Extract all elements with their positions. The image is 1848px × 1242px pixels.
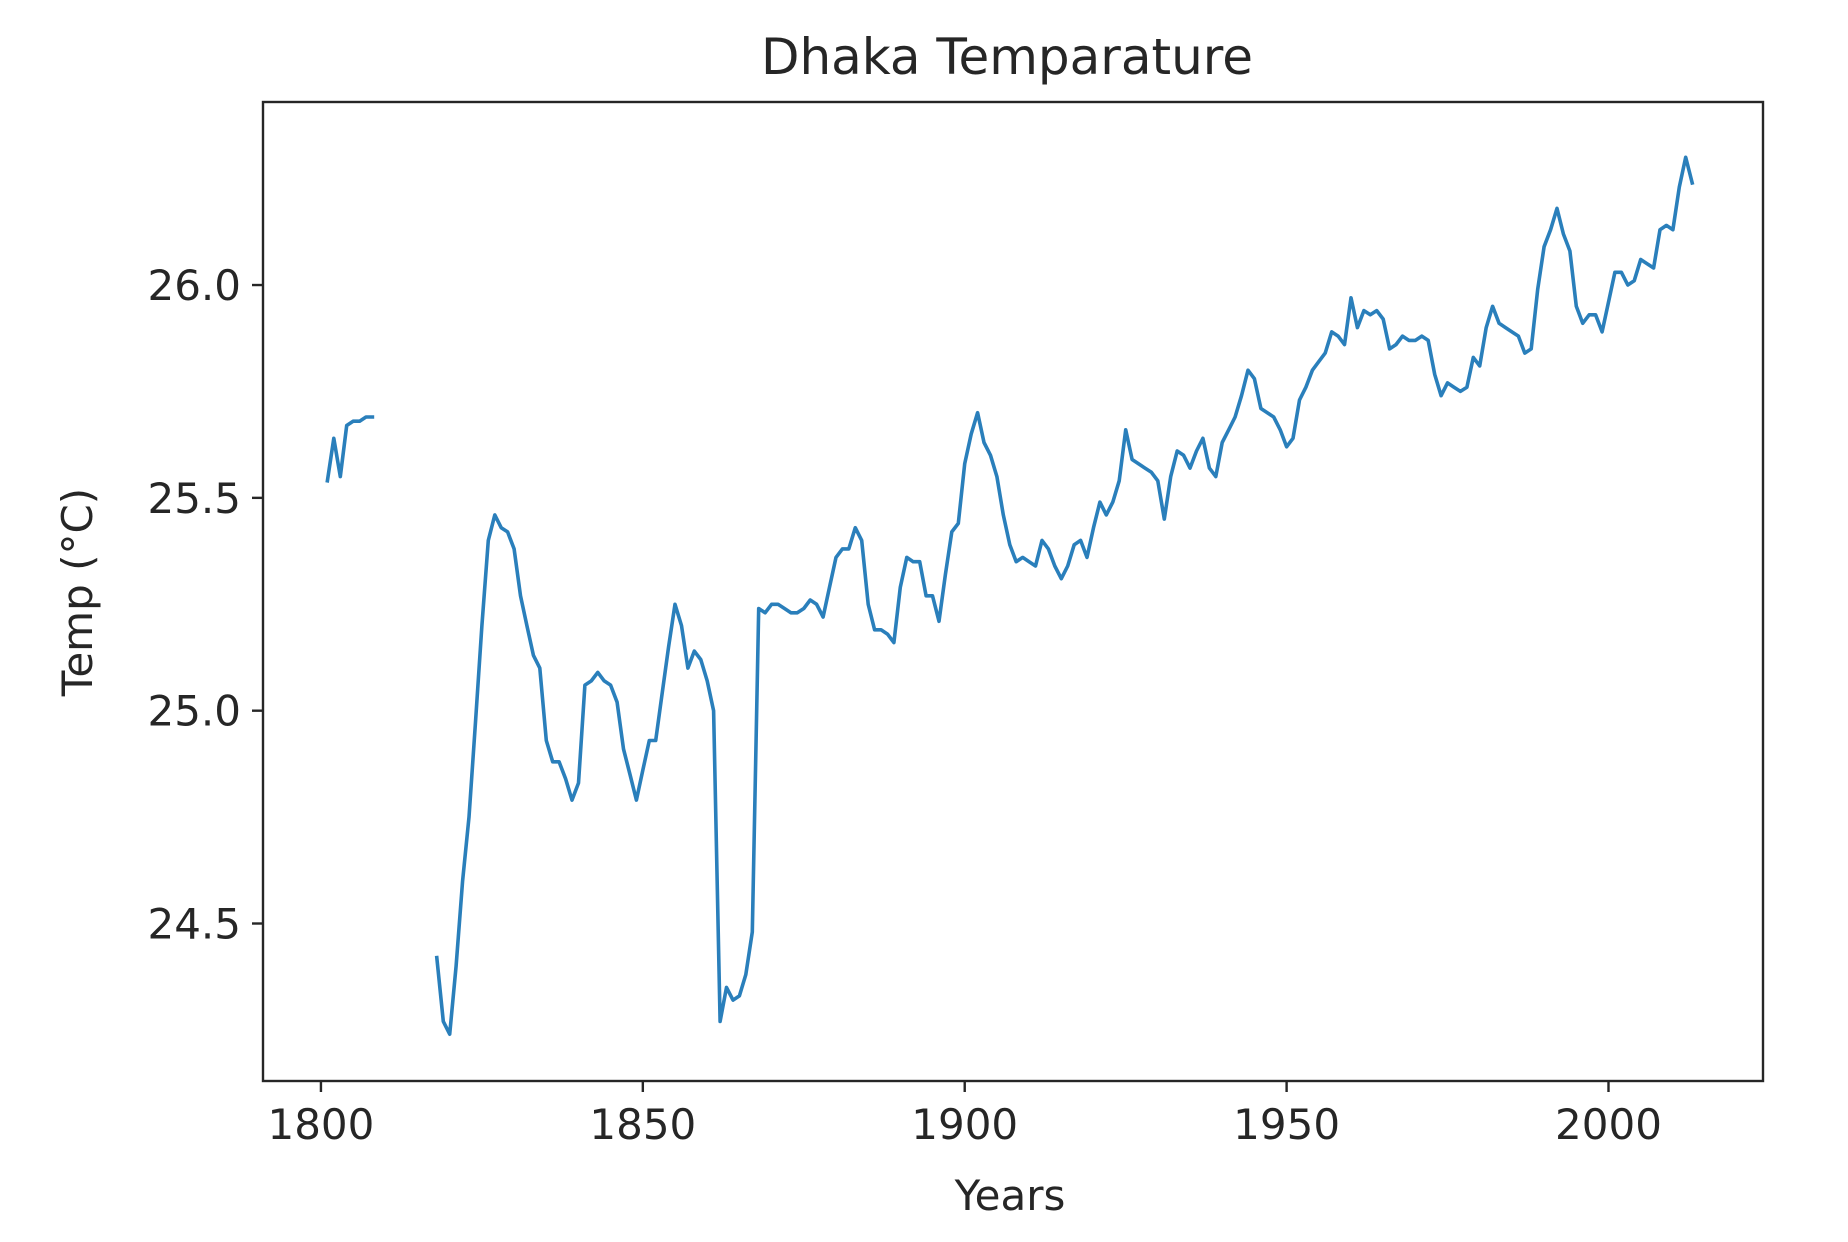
x-tick-label: 1800	[267, 1100, 374, 1149]
y-axis: 24.5 25.0 25.5 26.0	[147, 261, 263, 949]
chart-title: Dhaka Temparature	[761, 28, 1253, 86]
x-tick-label: 1850	[589, 1100, 696, 1149]
series-line-segment	[434, 155, 1695, 1036]
y-tick-label: 25.0	[147, 687, 241, 736]
x-tick-label: 2000	[1555, 1100, 1662, 1149]
x-axis-label: Years	[954, 1171, 1066, 1220]
y-tick-label: 24.5	[147, 900, 241, 949]
plot-frame	[261, 100, 1765, 1083]
x-tick-label: 1900	[911, 1100, 1018, 1149]
y-axis-label: Temp (°C)	[53, 488, 102, 697]
y-tick-label: 25.5	[147, 474, 241, 523]
series-line-segment	[325, 415, 375, 483]
x-tick-label: 1950	[1233, 1100, 1340, 1149]
y-tick-label: 26.0	[147, 261, 241, 310]
x-axis: 1800 1850 1900 1950 2000	[267, 1081, 1662, 1149]
plot-area	[325, 155, 1695, 1036]
